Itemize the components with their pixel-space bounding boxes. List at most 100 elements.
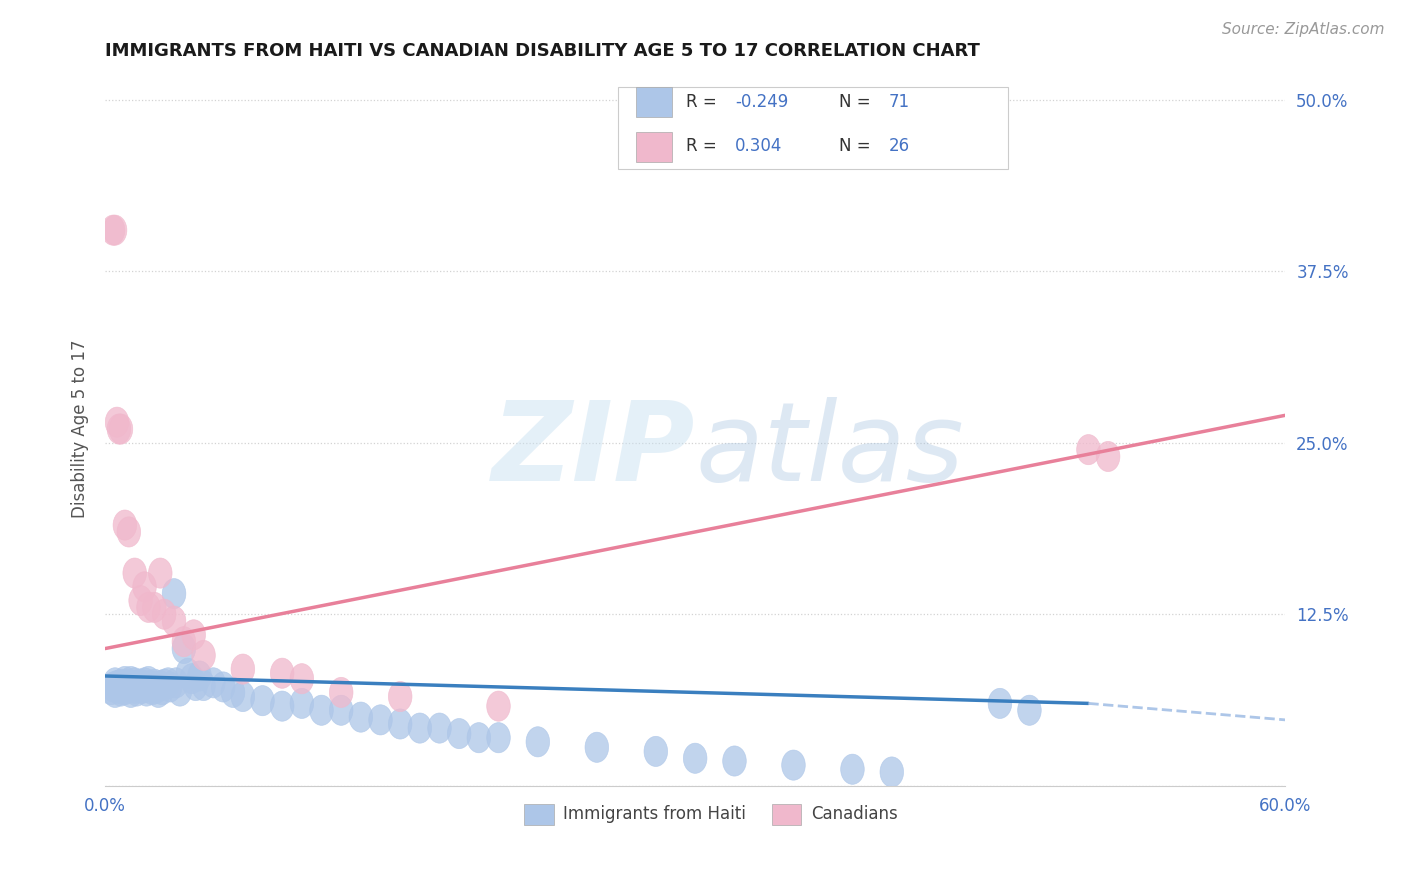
Text: 71: 71 xyxy=(889,93,910,111)
Ellipse shape xyxy=(349,702,373,732)
Ellipse shape xyxy=(112,674,136,705)
Text: IMMIGRANTS FROM HAITI VS CANADIAN DISABILITY AGE 5 TO 17 CORRELATION CHART: IMMIGRANTS FROM HAITI VS CANADIAN DISABI… xyxy=(105,42,980,60)
Text: Immigrants from Haiti: Immigrants from Haiti xyxy=(562,805,745,823)
Ellipse shape xyxy=(644,736,668,766)
Ellipse shape xyxy=(120,677,142,707)
Ellipse shape xyxy=(782,750,806,780)
Ellipse shape xyxy=(115,669,139,699)
Ellipse shape xyxy=(107,414,131,444)
Text: R =: R = xyxy=(686,93,721,111)
Ellipse shape xyxy=(329,677,353,707)
Ellipse shape xyxy=(152,599,176,630)
Ellipse shape xyxy=(181,620,205,650)
Ellipse shape xyxy=(105,407,129,437)
Ellipse shape xyxy=(150,674,174,705)
Ellipse shape xyxy=(368,705,392,735)
Ellipse shape xyxy=(250,686,274,715)
Ellipse shape xyxy=(103,668,127,698)
Ellipse shape xyxy=(290,689,314,718)
Ellipse shape xyxy=(135,672,159,702)
Ellipse shape xyxy=(100,674,122,705)
Ellipse shape xyxy=(221,677,245,707)
Text: Canadians: Canadians xyxy=(811,805,897,823)
Ellipse shape xyxy=(231,681,254,712)
Ellipse shape xyxy=(270,691,294,722)
Ellipse shape xyxy=(101,215,125,245)
Ellipse shape xyxy=(112,510,136,541)
Ellipse shape xyxy=(180,664,204,694)
Ellipse shape xyxy=(447,718,471,748)
Ellipse shape xyxy=(129,585,152,615)
Ellipse shape xyxy=(110,669,132,699)
Ellipse shape xyxy=(142,592,166,623)
Ellipse shape xyxy=(145,673,169,704)
Ellipse shape xyxy=(231,654,254,684)
Ellipse shape xyxy=(110,414,132,444)
Ellipse shape xyxy=(211,672,235,702)
Ellipse shape xyxy=(136,666,160,697)
Ellipse shape xyxy=(111,672,135,702)
Ellipse shape xyxy=(270,658,294,689)
Ellipse shape xyxy=(156,668,180,698)
Ellipse shape xyxy=(486,691,510,722)
Ellipse shape xyxy=(121,671,145,700)
Ellipse shape xyxy=(103,215,127,245)
Ellipse shape xyxy=(122,558,146,588)
Ellipse shape xyxy=(103,677,127,707)
Ellipse shape xyxy=(880,757,904,787)
Ellipse shape xyxy=(427,713,451,743)
FancyBboxPatch shape xyxy=(636,132,672,161)
Ellipse shape xyxy=(129,669,152,699)
Ellipse shape xyxy=(136,592,160,623)
Y-axis label: Disability Age 5 to 17: Disability Age 5 to 17 xyxy=(72,340,89,518)
Ellipse shape xyxy=(388,709,412,739)
Ellipse shape xyxy=(146,677,170,707)
Ellipse shape xyxy=(191,640,215,671)
Text: R =: R = xyxy=(686,136,727,155)
Ellipse shape xyxy=(201,668,225,698)
Text: atlas: atlas xyxy=(695,397,963,504)
Ellipse shape xyxy=(486,723,510,753)
Ellipse shape xyxy=(141,674,165,705)
Ellipse shape xyxy=(122,673,146,704)
FancyBboxPatch shape xyxy=(772,804,801,825)
Ellipse shape xyxy=(683,743,707,773)
Ellipse shape xyxy=(132,572,156,602)
Ellipse shape xyxy=(191,671,215,700)
Ellipse shape xyxy=(125,676,149,706)
Ellipse shape xyxy=(467,723,491,753)
Ellipse shape xyxy=(112,666,136,697)
Ellipse shape xyxy=(110,676,132,706)
Ellipse shape xyxy=(135,676,159,706)
Ellipse shape xyxy=(188,661,211,691)
Text: -0.249: -0.249 xyxy=(735,93,789,111)
Ellipse shape xyxy=(290,664,314,694)
Text: N =: N = xyxy=(839,136,876,155)
Ellipse shape xyxy=(1077,434,1101,465)
Ellipse shape xyxy=(120,666,142,697)
Ellipse shape xyxy=(159,672,181,702)
Ellipse shape xyxy=(388,681,412,712)
Text: Source: ZipAtlas.com: Source: ZipAtlas.com xyxy=(1222,22,1385,37)
Ellipse shape xyxy=(139,671,162,700)
Ellipse shape xyxy=(1018,695,1042,725)
Ellipse shape xyxy=(162,606,186,636)
Ellipse shape xyxy=(131,673,155,704)
Ellipse shape xyxy=(526,727,550,757)
Ellipse shape xyxy=(162,579,186,608)
Ellipse shape xyxy=(149,558,172,588)
Ellipse shape xyxy=(988,689,1012,718)
Ellipse shape xyxy=(585,732,609,763)
Ellipse shape xyxy=(1097,442,1121,472)
Ellipse shape xyxy=(309,695,333,725)
Text: 26: 26 xyxy=(889,136,910,155)
FancyBboxPatch shape xyxy=(524,804,554,825)
Ellipse shape xyxy=(723,746,747,776)
Ellipse shape xyxy=(132,668,156,698)
Ellipse shape xyxy=(117,672,141,702)
Ellipse shape xyxy=(176,658,200,689)
Ellipse shape xyxy=(841,754,865,784)
Ellipse shape xyxy=(172,626,195,657)
Ellipse shape xyxy=(169,676,191,706)
Text: 0.304: 0.304 xyxy=(735,136,783,155)
